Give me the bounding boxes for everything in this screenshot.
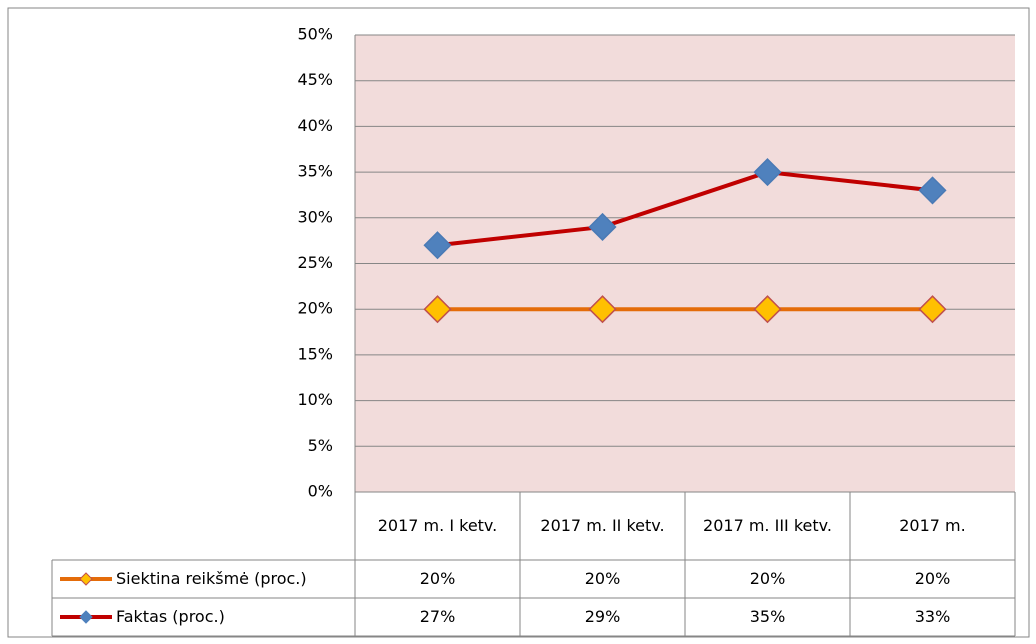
table-value: 20%	[914, 569, 951, 588]
series-line	[437, 170, 933, 248]
legend-label: Faktas (proc.)	[116, 607, 225, 626]
x-tick-label: 2017 m. II ketv.	[540, 516, 665, 535]
legend-label: Siektina reikšmė (proc.)	[116, 569, 307, 588]
point-marker	[753, 295, 782, 324]
x-tick-label: 2017 m. III ketv.	[703, 516, 832, 535]
point-marker	[918, 295, 947, 324]
table-value: 35%	[749, 607, 786, 626]
table-value: 29%	[584, 607, 621, 626]
y-tick-label: 50%	[297, 25, 333, 44]
y-tick-label: 30%	[297, 207, 333, 226]
table-value: 27%	[419, 607, 456, 626]
y-tick-label: 5%	[308, 436, 333, 455]
point-marker	[588, 295, 617, 324]
legend-marker	[79, 610, 93, 624]
point-marker	[588, 212, 617, 242]
table-value: 33%	[914, 607, 951, 626]
y-tick-label: 0%	[308, 482, 333, 501]
legend-marker	[79, 572, 93, 586]
y-tick-label: 10%	[297, 390, 333, 409]
point-marker	[423, 295, 452, 324]
table-value: 20%	[749, 569, 786, 588]
y-tick-label: 40%	[297, 116, 333, 135]
x-tick-label: 2017 m.	[899, 516, 966, 535]
table-value: 20%	[419, 569, 456, 588]
point-marker	[918, 176, 947, 205]
table-value: 20%	[584, 569, 621, 588]
y-tick-label: 25%	[297, 253, 333, 272]
point-marker	[753, 158, 782, 187]
y-tick-label: 35%	[297, 162, 333, 181]
point-marker	[423, 231, 452, 260]
x-tick-label: 2017 m. I ketv.	[377, 516, 498, 535]
y-tick-label: 20%	[297, 299, 333, 318]
y-tick-label: 15%	[297, 344, 333, 363]
y-tick-label: 45%	[297, 70, 333, 89]
